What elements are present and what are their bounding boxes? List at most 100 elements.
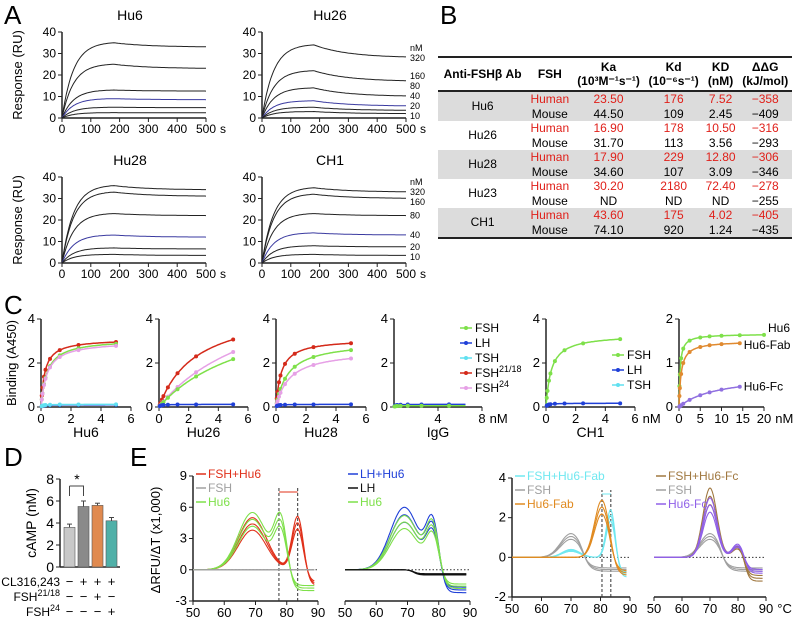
data-point — [419, 402, 424, 407]
KD-unit: (nM) — [707, 74, 734, 88]
y-tick-label: 10 — [43, 90, 57, 104]
sensorgram-line — [261, 232, 406, 264]
data-point — [39, 397, 44, 402]
binding-curve — [158, 358, 234, 408]
antibody-cell: Hu23 — [468, 186, 497, 201]
x-tick-label: 4 — [434, 411, 441, 426]
table-cell: −316 — [751, 121, 779, 135]
data-point — [274, 396, 279, 401]
data-point — [292, 364, 297, 369]
x-tick-label: 60 — [217, 605, 231, 620]
data-point — [698, 335, 703, 340]
melt-curve — [654, 503, 763, 576]
x-tick-label: 90 — [463, 605, 477, 620]
table-row: Hu26 Human 16.90 178 10.50 −316 — [438, 121, 792, 142]
melt-curve — [512, 538, 627, 569]
x-tick-label: 4 — [215, 411, 222, 426]
data-point — [393, 404, 398, 409]
condition-sign: − — [80, 604, 88, 619]
table-cell: 12.80 — [702, 150, 739, 165]
y-axis-label: Response (RU) — [10, 30, 25, 120]
data-point — [157, 404, 162, 409]
sensorgram-line — [61, 98, 207, 119]
x-tick-label: 90 — [311, 605, 325, 620]
data-point — [677, 404, 682, 409]
data-point — [277, 391, 281, 396]
sensorgram-line — [61, 106, 207, 119]
concentration-label: 160 — [410, 71, 425, 81]
concentration-label: 40 — [410, 230, 420, 240]
x-tick-label: 60 — [675, 601, 689, 616]
data-point — [57, 402, 62, 407]
sensorgram-line — [61, 185, 206, 264]
legend-marker — [464, 326, 468, 330]
binding-curve — [275, 349, 352, 408]
data-point — [40, 403, 45, 408]
table-cell: −409 — [738, 106, 792, 121]
legend-label: FSH — [208, 481, 232, 495]
y-tick-label: 0 — [263, 399, 270, 414]
x-tick-label: 500 — [196, 122, 216, 136]
data-point — [395, 403, 400, 408]
table-row: Mouse 34.60 107 3.09 −346 — [438, 164, 792, 179]
table-cell: 920 — [644, 222, 703, 238]
table-cell: −306 — [738, 150, 792, 165]
table-cell: 31.70 — [593, 135, 624, 150]
panel-label-e: E — [130, 442, 148, 472]
x-tick-label: 50 — [186, 605, 200, 620]
data-point — [581, 341, 586, 346]
data-point — [393, 403, 398, 408]
data-point — [159, 401, 164, 406]
data-point — [57, 353, 62, 358]
data-point — [42, 403, 46, 408]
data-point — [42, 383, 46, 387]
y-tick-label: -2 — [494, 589, 506, 604]
y-tick-label: 6 — [180, 499, 187, 514]
data-point — [283, 402, 287, 407]
x-unit: s — [220, 122, 226, 136]
bar — [77, 506, 90, 568]
data-point — [57, 355, 62, 359]
bar — [91, 505, 104, 568]
data-point — [544, 403, 549, 408]
x-tick-label: 6 — [244, 411, 251, 426]
x-tick-label: 2 — [185, 411, 192, 426]
binding-curve — [40, 341, 117, 408]
binding-curve — [158, 351, 234, 408]
y-tick-label: 20 — [43, 68, 57, 82]
melt-curve — [654, 495, 763, 579]
legend-label: Hu6 — [360, 495, 382, 509]
x-tick-label: 6 — [127, 411, 134, 426]
data-point — [719, 387, 724, 392]
x-tick-label: 400 — [167, 122, 187, 136]
data-point — [681, 346, 686, 351]
y-tick-label: 4 — [28, 311, 35, 326]
y-tick-label: 20 — [243, 68, 257, 82]
table-cell: 16.90 — [593, 121, 624, 135]
kinetics-table: Anti-FSHβ Ab FSH Ka (10³M⁻¹s⁻¹) Kd (10⁻⁶s⁻… — [438, 56, 792, 239]
data-point — [157, 403, 162, 408]
data-point — [161, 400, 166, 405]
condition-sign: + — [80, 574, 88, 589]
ka-unit: (10³M⁻¹s⁻¹) — [577, 74, 640, 88]
x-tick-label: 4 — [97, 411, 104, 426]
table-cell: 17.90 — [572, 150, 645, 165]
melt-curve — [193, 518, 315, 589]
y-tick-label: 20 — [243, 213, 257, 227]
sensorgram-line — [261, 44, 406, 119]
data-point — [175, 385, 180, 389]
data-point — [165, 395, 170, 400]
condition-sign: + — [94, 574, 102, 589]
data-point — [677, 394, 682, 398]
binding-curve — [545, 402, 621, 408]
binding-curve — [275, 357, 352, 408]
table-cell: ND — [599, 193, 618, 208]
binding-curve — [545, 338, 621, 408]
melt-curve — [193, 511, 315, 592]
x-tick-label: 8 — [478, 411, 485, 426]
data-point — [618, 337, 623, 342]
y-tick-label: 2 — [533, 355, 540, 370]
x-unit: s — [420, 122, 426, 136]
table-cell: 43.60 — [572, 208, 645, 223]
legend-label: FSH24 — [475, 379, 509, 395]
